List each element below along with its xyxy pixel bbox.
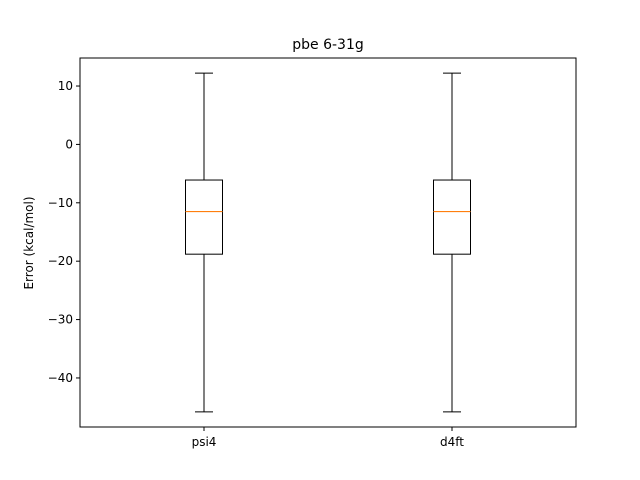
y-tick-label: −40 [48, 371, 73, 385]
chart-title: pbe 6-31g [292, 37, 364, 53]
iqr-box [433, 179, 471, 255]
box-psi4 [185, 72, 223, 413]
x-axis-ticks: psi4 d4ft [192, 427, 464, 449]
x-tick-label: d4ft [440, 435, 464, 449]
y-tick-label: 0 [65, 137, 73, 151]
iqr-box [185, 179, 223, 255]
plot-frame [79, 57, 577, 428]
y-axis-ticks: 10 0 −10 −20 −30 −40 [48, 79, 80, 385]
y-axis-label: Error (kcal/mol) [22, 196, 36, 289]
y-tick-label: −20 [48, 254, 73, 268]
plot-marks [185, 72, 471, 413]
x-tick-label: psi4 [192, 435, 217, 449]
y-tick-label: −10 [48, 196, 73, 210]
y-tick-label: −30 [48, 313, 73, 327]
y-tick-label: 10 [58, 79, 73, 93]
box-d4ft [433, 72, 471, 413]
